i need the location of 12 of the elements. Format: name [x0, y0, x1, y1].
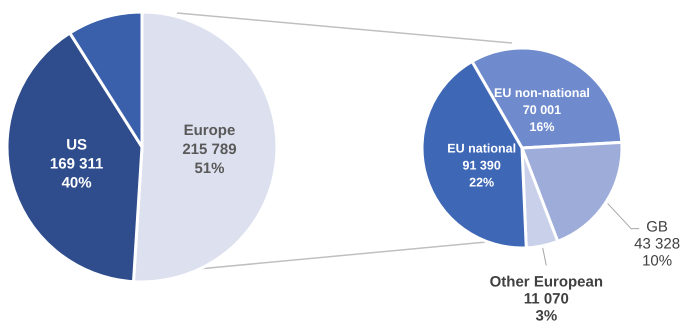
slice-label: Other European [490, 273, 604, 290]
data-label: 43 328 10% [634, 235, 680, 270]
slice-label: US [66, 136, 88, 154]
data-label: 70 001 16% [522, 102, 562, 134]
data-label: 169 311 40% [50, 155, 104, 192]
data-label: 215 789 51% [182, 140, 237, 177]
slice-label: GB [646, 218, 668, 236]
slice-label: EU non-national [494, 86, 590, 100]
slice-label: EU national [447, 141, 516, 156]
data-label: 91 390 22% [462, 158, 501, 190]
data-label: 11 070 3% [524, 290, 569, 324]
slice-label: Europe [184, 122, 236, 139]
